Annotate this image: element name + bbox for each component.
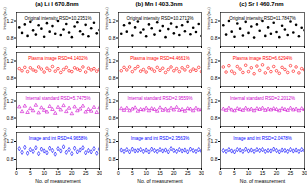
svg-text:Internal standard RSD=5.7475%: Internal standard RSD=5.7475% <box>26 96 91 101</box>
svg-text:Image and int RSD=2.3563%: Image and int RSD=2.3563% <box>131 136 189 141</box>
svg-text:0.8: 0.8 <box>109 156 116 162</box>
svg-text:Intensity (a.u.): Intensity (a.u.) <box>3 128 7 150</box>
svg-text:Image and int RSD=4.9658%: Image and int RSD=4.9658% <box>29 136 87 141</box>
svg-text:20: 20 <box>171 170 177 176</box>
svg-text:Intensity (a.u.): Intensity (a.u.) <box>3 7 7 29</box>
svg-text:25: 25 <box>83 170 89 176</box>
svg-text:1.2: 1.2 <box>109 138 116 144</box>
svg-text:25: 25 <box>185 170 191 176</box>
svg-text:0.8: 0.8 <box>109 75 116 81</box>
svg-text:20: 20 <box>274 170 280 176</box>
svg-text:0.8: 0.8 <box>109 115 116 121</box>
svg-text:0.8: 0.8 <box>211 115 218 121</box>
svg-text:1.2: 1.2 <box>109 98 116 104</box>
svg-text:20: 20 <box>69 170 75 176</box>
svg-text:1.2: 1.2 <box>7 138 14 144</box>
svg-text:Original intensity RSD=10.2713: Original intensity RSD=10.2713% <box>127 16 194 21</box>
svg-text:Internal standard RSD=2.9559%: Internal standard RSD=2.9559% <box>128 96 193 101</box>
svg-text:25: 25 <box>288 170 294 176</box>
svg-text:Internal standard RSD=2.2012%: Internal standard RSD=2.2012% <box>230 96 295 101</box>
svg-text:Intensity (a.u.): Intensity (a.u.) <box>105 87 109 109</box>
svg-text:30: 30 <box>198 170 205 177</box>
html-text:(b) Mn I 403.3nm: (b) Mn I 403.3nm <box>135 1 183 7</box>
svg-text:No. of measurement: No. of measurement <box>240 178 286 184</box>
svg-text:Image and int RSD=2.0478%: Image and int RSD=2.0478% <box>233 136 291 141</box>
svg-text:0.8: 0.8 <box>7 156 14 162</box>
svg-text:Original intensity RSD=11.7847: Original intensity RSD=11.7847% <box>229 16 296 21</box>
svg-text:1.2: 1.2 <box>211 58 218 64</box>
svg-text:1.2: 1.2 <box>7 98 14 104</box>
svg-text:Plasma image RSD=6.6294%: Plasma image RSD=6.6294% <box>233 56 293 61</box>
svg-text:Plasma image RSD=4.4661%: Plasma image RSD=4.4661% <box>130 56 190 61</box>
svg-text:1.2: 1.2 <box>211 138 218 144</box>
svg-text:0.8: 0.8 <box>211 35 218 41</box>
svg-text:30: 30 <box>302 170 307 176</box>
svg-text:0.8: 0.8 <box>211 75 218 81</box>
svg-text:15: 15 <box>55 170 61 176</box>
svg-text:0: 0 <box>117 170 120 176</box>
html-text:(c) Sr I 460.7nm: (c) Sr I 460.7nm <box>239 1 284 7</box>
svg-text:15: 15 <box>260 170 266 176</box>
svg-text:15: 15 <box>157 170 163 176</box>
svg-text:0.8: 0.8 <box>211 156 218 162</box>
svg-text:Intensity (a.u.): Intensity (a.u.) <box>3 47 7 69</box>
svg-text:Intensity (a.u.): Intensity (a.u.) <box>207 7 211 29</box>
svg-text:0.8: 0.8 <box>109 35 116 41</box>
svg-text:1.2: 1.2 <box>211 18 218 24</box>
svg-text:Intensity (a.u.): Intensity (a.u.) <box>207 128 211 150</box>
svg-text:10: 10 <box>41 170 47 176</box>
svg-text:5: 5 <box>233 170 236 176</box>
svg-text:No. of measurement: No. of measurement <box>35 178 81 184</box>
svg-text:No. of measurement: No. of measurement <box>137 178 183 184</box>
svg-text:Intensity (a.u.): Intensity (a.u.) <box>105 7 109 29</box>
svg-text:1.2: 1.2 <box>7 58 14 64</box>
svg-text:1.2: 1.2 <box>7 18 14 24</box>
svg-text:5: 5 <box>131 170 134 176</box>
svg-text:Intensity (a.u.): Intensity (a.u.) <box>207 87 211 109</box>
svg-text:0.8: 0.8 <box>7 35 14 41</box>
svg-text:0.8: 0.8 <box>7 115 14 121</box>
svg-text:Intensity (a.u.): Intensity (a.u.) <box>207 47 211 69</box>
svg-text:10: 10 <box>143 170 149 176</box>
svg-text:Intensity (a.u.): Intensity (a.u.) <box>105 128 109 150</box>
svg-text:0.8: 0.8 <box>7 75 14 81</box>
svg-text:Plasma image RSD=4.1402%: Plasma image RSD=4.1402% <box>28 56 88 61</box>
svg-text:Original intensity RSD=10.2351: Original intensity RSD=10.2351% <box>25 16 92 21</box>
svg-text:1.2: 1.2 <box>211 98 218 104</box>
svg-text:0: 0 <box>15 170 18 176</box>
svg-text:Intensity (a.u.): Intensity (a.u.) <box>3 87 7 109</box>
svg-text:0: 0 <box>219 170 222 176</box>
svg-text:10: 10 <box>246 170 252 176</box>
svg-text:30: 30 <box>96 170 103 177</box>
svg-text:1.2: 1.2 <box>109 58 116 64</box>
svg-text:1.2: 1.2 <box>109 18 116 24</box>
html-text:(a) Li I 670.8nm: (a) Li I 670.8nm <box>35 1 79 7</box>
svg-text:Intensity (a.u.): Intensity (a.u.) <box>105 47 109 69</box>
svg-text:5: 5 <box>29 170 32 176</box>
